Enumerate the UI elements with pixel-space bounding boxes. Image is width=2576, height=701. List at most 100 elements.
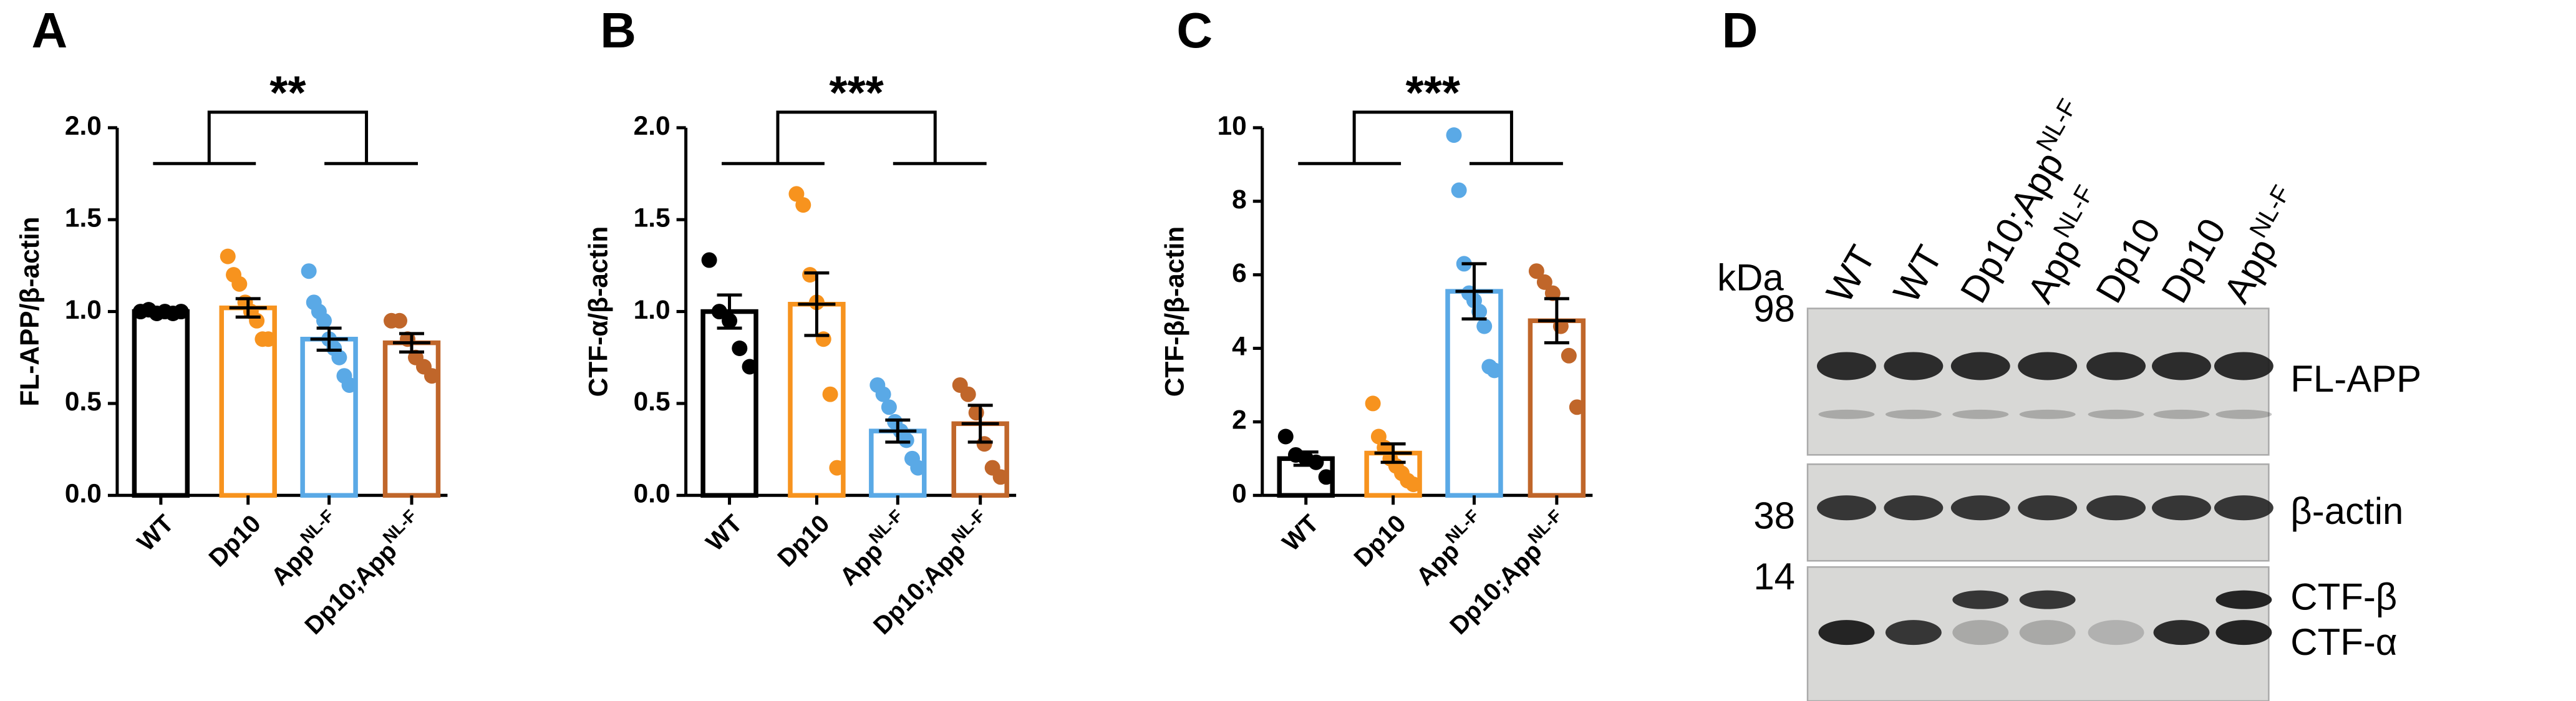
band <box>1950 352 2010 380</box>
data-point <box>173 304 189 320</box>
y-tick-label: 10 <box>1218 111 1247 140</box>
x-tick-label: AppNL-F <box>262 506 347 591</box>
band <box>2086 495 2146 521</box>
x-tick-label: Dp10 <box>203 510 266 572</box>
significance: *** <box>1406 67 1461 119</box>
band <box>1952 590 2009 609</box>
significance: *** <box>829 67 884 119</box>
lane-label: Dp10 <box>2153 211 2234 310</box>
data-point <box>331 349 347 365</box>
data-point <box>701 252 717 268</box>
y-tick-label: 6 <box>1232 258 1247 288</box>
data-point <box>1405 476 1421 493</box>
band <box>2214 352 2273 380</box>
data-point <box>220 248 236 264</box>
data-point <box>960 386 976 402</box>
data-point <box>875 386 891 402</box>
significance-bracket <box>722 110 987 165</box>
band <box>2088 409 2144 419</box>
bracket-line <box>207 110 369 164</box>
lane-label-main: WT <box>1818 238 1884 309</box>
bar <box>132 309 190 498</box>
y-tick-label: 2.0 <box>634 111 671 140</box>
significance-bracket <box>153 110 418 165</box>
band <box>1816 495 1876 521</box>
band <box>2152 495 2211 521</box>
data-point <box>1544 285 1561 301</box>
data-point <box>1569 399 1585 415</box>
data-point <box>898 432 914 448</box>
x-tick-label-main: WT <box>132 510 179 556</box>
y-tick-label: 2 <box>1232 405 1247 435</box>
x-tick-label: Dp10 <box>1349 510 1411 572</box>
significance-bracket <box>1298 110 1563 165</box>
x-tick-label: Dp10 <box>772 510 835 572</box>
band-label: β-actin <box>2290 490 2403 532</box>
bar <box>300 337 358 498</box>
x-tick-label: WT <box>132 510 179 556</box>
band-label: FL-APP <box>2290 358 2421 400</box>
unit-label: kDa <box>1717 256 1784 298</box>
y-axis-label: CTF-β/β-actin <box>1160 226 1189 397</box>
y-axis-label: FL-APP/β-actin <box>15 216 44 406</box>
band <box>2215 620 2272 645</box>
band <box>2086 352 2146 380</box>
y-tick-label: 8 <box>1232 185 1247 214</box>
band <box>2018 495 2078 521</box>
marker-label: 14 <box>1753 556 1795 597</box>
lane-label: WT <box>1885 238 1950 309</box>
band <box>1952 620 2009 645</box>
x-tick-label: WT <box>1277 510 1324 556</box>
data-point <box>316 312 332 329</box>
data-point <box>802 267 818 283</box>
band <box>2019 620 2076 645</box>
band <box>1952 409 2009 419</box>
panel-letter: A <box>32 2 68 58</box>
band <box>2019 590 2076 609</box>
y-tick-label: 1.0 <box>634 295 671 324</box>
data-point <box>822 386 838 402</box>
band-label: CTF-α <box>2290 621 2397 663</box>
blot-membrane <box>1806 307 2270 456</box>
lane-label-main: WT <box>1885 238 1950 309</box>
significance: ** <box>269 67 306 119</box>
lane-label-main: Dp10 <box>2088 211 2169 310</box>
y-tick-label: 0.0 <box>634 479 671 508</box>
band <box>1884 495 1944 521</box>
band <box>2214 495 2273 521</box>
band <box>1950 495 2010 521</box>
x-tick-label-main: WT <box>700 510 747 556</box>
lane-label-sup: NL-F <box>2031 94 2083 156</box>
lane-label-main: App <box>2019 231 2088 310</box>
data-point <box>1528 263 1544 279</box>
x-tick-label-main: WT <box>1277 510 1324 556</box>
data-point <box>1451 182 1467 198</box>
data-point <box>392 312 408 329</box>
band <box>2153 620 2210 645</box>
y-tick-label: 0.5 <box>634 387 671 416</box>
data-point <box>341 377 357 393</box>
data-point <box>732 341 748 356</box>
band <box>2088 620 2144 645</box>
band <box>2153 409 2210 419</box>
band <box>1816 352 1876 380</box>
x-tick-label-main: Dp10 <box>1349 510 1411 572</box>
data-point <box>742 359 758 375</box>
band <box>2215 409 2272 419</box>
band <box>1885 409 1942 419</box>
y-tick-label: 0.0 <box>65 479 102 508</box>
panel-letter: C <box>1176 2 1213 58</box>
band <box>1818 620 1875 645</box>
data-point <box>301 263 317 279</box>
band <box>1818 409 1875 419</box>
data-point <box>910 460 926 476</box>
band <box>1884 352 1944 380</box>
data-point <box>795 197 811 213</box>
y-tick-label: 1.5 <box>65 203 102 232</box>
data-point <box>1536 274 1552 290</box>
data-point <box>1446 127 1462 143</box>
data-point <box>1318 469 1334 485</box>
x-tick-label: AppNL-F <box>1407 506 1492 591</box>
